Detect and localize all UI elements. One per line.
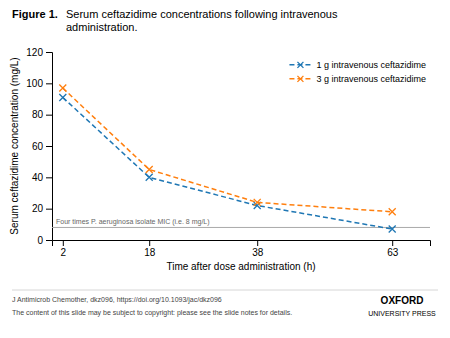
y-axis-line	[46, 53, 53, 241]
y-tick: 100	[26, 78, 52, 89]
publisher: OXFORD	[381, 295, 424, 306]
legend-marker	[297, 76, 303, 82]
y-tick: 20	[32, 203, 52, 214]
y-tick: 80	[32, 109, 52, 120]
footnote: The content of this slide may be subject…	[12, 309, 292, 317]
y-tick-label: 80	[32, 109, 44, 120]
y-tick-mark	[46, 52, 52, 53]
x-tick: 2	[61, 240, 67, 258]
x-tick-label: 38	[252, 247, 264, 258]
x-tick: 63	[387, 240, 399, 258]
y-axis-title: Serum ceftazidime concentration (mg/L)	[9, 57, 20, 234]
series-marker	[254, 199, 261, 206]
x-tick-mark	[149, 240, 150, 246]
title: Figure 1.	[12, 8, 58, 20]
y-tick-mark	[46, 209, 52, 210]
legend: 1 g intravenous ceftazidime 3 g intraveno…	[289, 60, 426, 84]
series-marker	[146, 166, 153, 173]
legend-label: 3 g intravenous ceftazidime	[316, 74, 426, 84]
series-marker	[146, 174, 153, 181]
marks	[52, 85, 430, 233]
footnote: J Antimicrob Chemother, dkz096, https://…	[12, 296, 222, 304]
x-tick-mark	[63, 240, 64, 246]
y-tick-label: 40	[32, 172, 44, 183]
y-tick-label: 100	[26, 78, 43, 89]
reference-line	[52, 227, 430, 228]
y-tick-label: 0	[37, 235, 43, 246]
y-tick: 60	[32, 141, 52, 152]
legend-item: 1 g intravenous ceftazidime	[289, 60, 426, 70]
y-tick: 40	[32, 172, 52, 183]
series-line	[63, 88, 392, 212]
y-tick-mark	[46, 146, 52, 147]
y-tick-label: 20	[32, 203, 44, 214]
subtitle: Serum ceftazidime concentrations followi…	[66, 8, 338, 33]
x-axis-line	[53, 241, 431, 247]
y-axis: 0 20 40 60 80 100 120	[26, 47, 52, 246]
y-tick-label: 120	[26, 47, 43, 58]
y-tick-label: 60	[32, 141, 44, 152]
series-marker	[389, 208, 396, 215]
x-tick-label: 63	[387, 247, 399, 258]
footer-separator	[12, 290, 438, 291]
subtitle-line: Serum ceftazidime concentrations followi…	[66, 8, 338, 20]
plot: 2 18 38 63 0 20 40 60 80 100 120 Time after dose ad…	[9, 47, 431, 272]
legend-item: 3 g intravenous ceftazidime	[289, 74, 426, 84]
series-marker	[389, 226, 396, 233]
y-tick-mark	[46, 115, 52, 116]
chart: Figure 1. Serum ceftazidime concentration…	[0, 0, 450, 338]
publisher: UNIVERSITY PRESS	[368, 310, 436, 317]
x-axis: 2 18 38 63	[53, 240, 431, 258]
reference-label: Four times P. aeruginosa isolate MIC (i.…	[56, 218, 210, 226]
x-tick: 18	[144, 240, 156, 258]
legend-marker	[297, 62, 303, 68]
x-tick-mark	[392, 240, 393, 246]
x-tick-label: 18	[144, 247, 156, 258]
y-tick: 0	[37, 235, 52, 246]
y-tick-mark	[46, 240, 52, 241]
legend-label: 1 g intravenous ceftazidime	[316, 60, 426, 70]
series-line	[63, 97, 392, 229]
x-tick-mark	[257, 240, 258, 246]
y-tick-mark	[46, 177, 52, 178]
x-axis-title: Time after dose administration (h)	[166, 261, 315, 272]
series-marker	[59, 94, 66, 101]
x-tick-label: 2	[61, 247, 67, 258]
y-tick: 120	[26, 47, 52, 58]
x-tick: 38	[252, 240, 264, 258]
series-marker	[59, 85, 66, 92]
subtitle-line: administration.	[66, 21, 138, 33]
y-tick-mark	[46, 83, 52, 84]
